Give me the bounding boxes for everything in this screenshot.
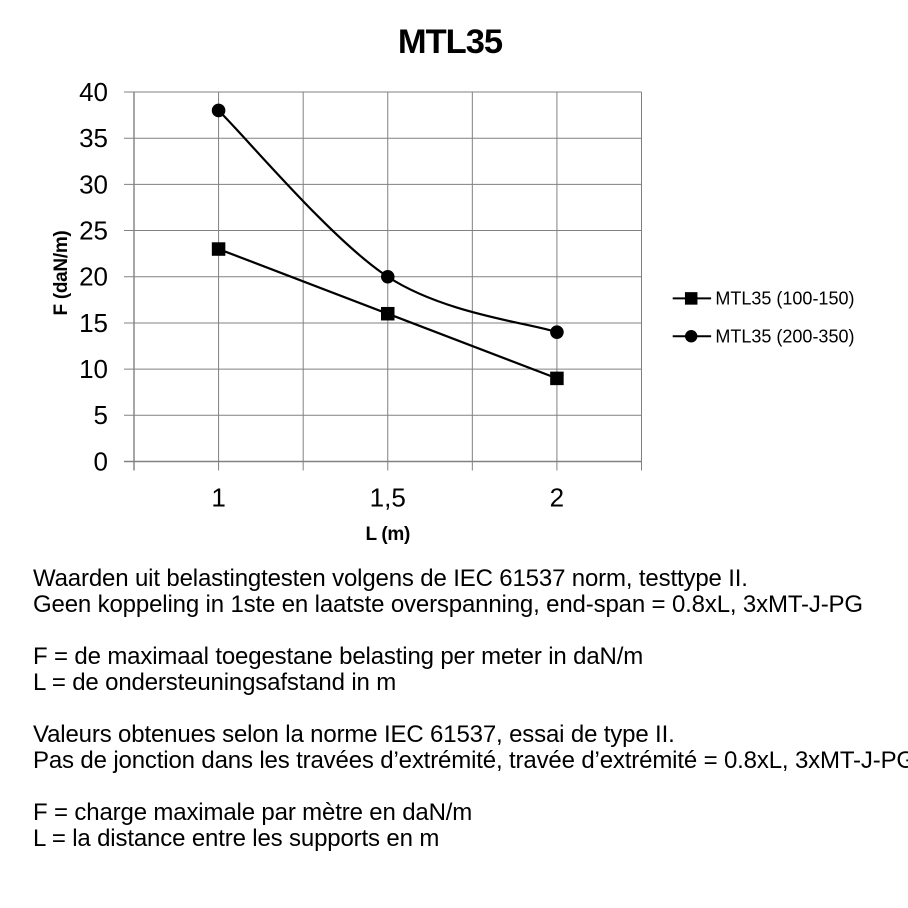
svg-text:25: 25: [79, 216, 108, 246]
svg-text:2: 2: [550, 483, 564, 513]
svg-text:10: 10: [79, 354, 108, 384]
svg-text:F (daN/m): F (daN/m): [51, 231, 72, 316]
svg-text:35: 35: [79, 123, 108, 153]
svg-text:MTL35 (100-150): MTL35 (100-150): [715, 289, 854, 309]
svg-text:20: 20: [79, 262, 108, 292]
svg-text:5: 5: [94, 400, 108, 430]
svg-text:MTL35 (200-350): MTL35 (200-350): [715, 326, 854, 346]
svg-text:1: 1: [211, 483, 225, 513]
svg-text:L (m): L (m): [365, 524, 410, 545]
svg-text:15: 15: [79, 308, 108, 338]
svg-text:1,5: 1,5: [370, 483, 406, 513]
svg-text:MTL35: MTL35: [398, 23, 503, 61]
svg-text:30: 30: [79, 169, 108, 199]
svg-text:40: 40: [79, 77, 108, 107]
svg-text:0: 0: [94, 446, 108, 476]
